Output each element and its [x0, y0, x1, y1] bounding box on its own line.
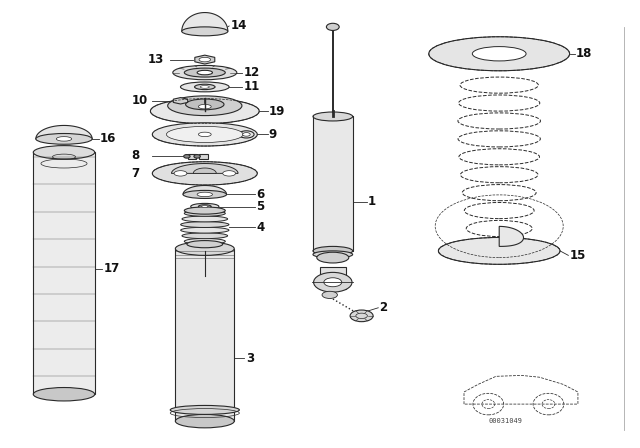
Text: 6: 6 [256, 188, 264, 201]
Ellipse shape [202, 206, 208, 207]
Ellipse shape [313, 251, 353, 258]
Ellipse shape [183, 190, 227, 198]
Text: 7: 7 [131, 167, 140, 180]
Ellipse shape [170, 405, 239, 414]
Ellipse shape [317, 252, 349, 263]
Ellipse shape [195, 84, 215, 90]
Ellipse shape [239, 131, 254, 138]
Bar [199, 154, 208, 159]
Ellipse shape [324, 278, 342, 287]
Ellipse shape [186, 99, 224, 110]
Ellipse shape [184, 68, 225, 77]
Ellipse shape [180, 222, 229, 228]
Text: 12: 12 [243, 66, 259, 79]
Ellipse shape [313, 246, 353, 255]
Ellipse shape [175, 414, 234, 428]
Polygon shape [172, 164, 238, 173]
Ellipse shape [182, 233, 228, 239]
Ellipse shape [152, 162, 257, 185]
Ellipse shape [184, 207, 225, 214]
Ellipse shape [194, 155, 200, 158]
Ellipse shape [191, 203, 219, 210]
Polygon shape [183, 185, 227, 194]
Text: 5: 5 [256, 200, 264, 213]
Bar [188, 154, 196, 159]
Ellipse shape [197, 192, 212, 197]
Ellipse shape [199, 57, 211, 62]
Ellipse shape [198, 132, 211, 137]
Polygon shape [195, 55, 215, 64]
Ellipse shape [314, 272, 352, 292]
Ellipse shape [322, 291, 337, 298]
Polygon shape [173, 98, 188, 104]
Ellipse shape [243, 133, 250, 136]
Text: 8: 8 [131, 149, 140, 163]
Ellipse shape [438, 237, 560, 264]
Ellipse shape [198, 104, 211, 109]
Ellipse shape [180, 82, 229, 92]
Ellipse shape [184, 238, 225, 244]
Text: 15: 15 [570, 249, 586, 262]
Text: 10: 10 [131, 94, 147, 108]
Ellipse shape [197, 70, 212, 75]
Ellipse shape [33, 146, 95, 159]
Bar [313, 116, 353, 251]
Ellipse shape [313, 112, 353, 121]
Polygon shape [36, 125, 92, 139]
Text: 4: 4 [256, 221, 264, 234]
Ellipse shape [180, 227, 229, 233]
Text: 17: 17 [104, 262, 120, 276]
Ellipse shape [184, 211, 225, 216]
Text: 16: 16 [100, 132, 116, 146]
Ellipse shape [174, 171, 187, 176]
Ellipse shape [175, 242, 234, 255]
Ellipse shape [33, 388, 95, 401]
Ellipse shape [173, 65, 237, 80]
Ellipse shape [326, 23, 339, 30]
Bar [175, 249, 234, 421]
Ellipse shape [166, 126, 243, 142]
Ellipse shape [472, 47, 526, 61]
Bar [320, 267, 346, 289]
Text: 13: 13 [147, 53, 163, 66]
Ellipse shape [184, 155, 190, 158]
Ellipse shape [350, 310, 373, 322]
Ellipse shape [182, 216, 228, 222]
Text: 00031049: 00031049 [488, 418, 523, 424]
Text: 1: 1 [368, 195, 376, 208]
Text: 14: 14 [230, 19, 247, 33]
Ellipse shape [182, 27, 228, 36]
Polygon shape [193, 168, 216, 173]
Text: 18: 18 [576, 47, 593, 60]
Text: 9: 9 [269, 128, 277, 141]
Polygon shape [182, 13, 228, 31]
Ellipse shape [198, 205, 211, 208]
Polygon shape [499, 226, 524, 246]
Text: 19: 19 [269, 104, 285, 118]
Ellipse shape [168, 96, 242, 116]
Text: 2: 2 [380, 301, 388, 314]
Ellipse shape [36, 134, 92, 144]
Ellipse shape [200, 86, 209, 88]
Ellipse shape [223, 171, 236, 176]
Text: 3: 3 [246, 352, 255, 365]
Ellipse shape [150, 99, 259, 124]
Text: 11: 11 [243, 80, 259, 94]
Ellipse shape [429, 37, 570, 71]
Bar [33, 152, 95, 394]
Ellipse shape [187, 241, 223, 248]
Ellipse shape [56, 137, 72, 141]
Ellipse shape [152, 123, 257, 146]
